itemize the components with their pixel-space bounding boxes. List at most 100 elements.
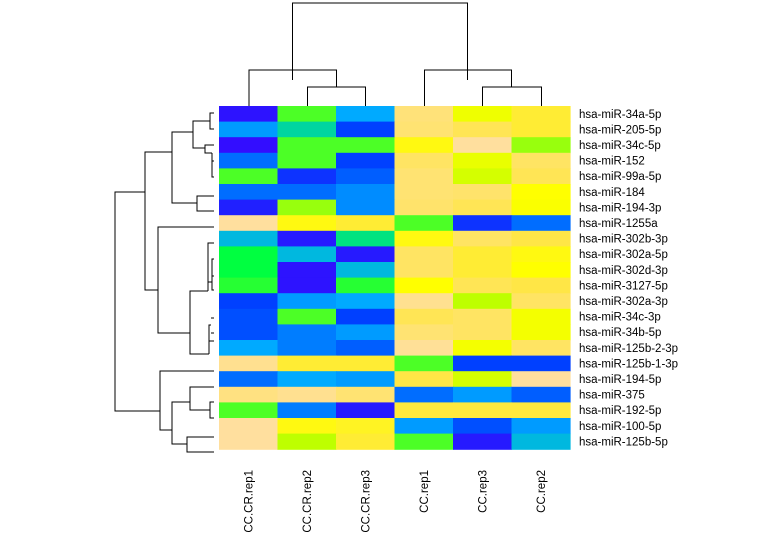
heatmap-cell bbox=[336, 386, 396, 403]
heatmap-cell bbox=[219, 340, 279, 357]
heatmap-cell bbox=[511, 168, 571, 185]
heatmap-cell bbox=[277, 199, 337, 216]
row-dendro-lower-c bbox=[209, 401, 214, 419]
heatmap-cell bbox=[336, 137, 396, 154]
row-dendro-cluster-2 bbox=[196, 195, 214, 212]
heatmap-cell bbox=[394, 246, 454, 263]
heatmap-cell bbox=[336, 215, 396, 232]
heatmap-cell bbox=[277, 184, 337, 201]
heatmap-cell bbox=[453, 106, 513, 123]
row-dendro-main bbox=[114, 191, 145, 275]
heatmap-cell bbox=[219, 215, 279, 232]
heatmap-cell bbox=[277, 106, 337, 123]
row-dendro-302a bbox=[207, 242, 214, 291]
heatmap-cell bbox=[453, 137, 513, 154]
heatmap-cell bbox=[219, 137, 279, 154]
heatmap-cell bbox=[511, 371, 571, 388]
heatmap-cell bbox=[219, 199, 279, 216]
heatmap-cell bbox=[511, 418, 571, 435]
heatmap-cell bbox=[277, 308, 337, 325]
row-label: hsa-miR-1255a bbox=[579, 218, 658, 230]
col-dendro-root bbox=[292, 2, 468, 80]
heatmap-cell bbox=[336, 355, 396, 372]
heatmap-cell bbox=[511, 230, 571, 247]
heatmap-cell bbox=[394, 386, 454, 403]
column-dendrogram bbox=[248, 2, 542, 106]
row-label: hsa-miR-302a-5p bbox=[579, 249, 668, 261]
heatmap-cell bbox=[394, 230, 454, 247]
row-dendro-lower-d bbox=[186, 436, 214, 453]
row-label: hsa-miR-375 bbox=[579, 390, 645, 402]
heatmap-cell bbox=[394, 168, 454, 185]
row-dendro-lower-a bbox=[171, 401, 190, 445]
column-label: CC.CR.rep3 bbox=[360, 470, 372, 533]
heatmap-cell bbox=[219, 308, 279, 325]
heatmap-cell bbox=[277, 121, 337, 138]
heatmap-cell bbox=[511, 386, 571, 403]
heatmap-cell bbox=[277, 277, 337, 294]
row-labels: hsa-miR-34a-5p hsa-miR-205-5p hsa-miR-34c-… bbox=[579, 109, 678, 449]
heatmap-cell bbox=[453, 184, 513, 201]
heatmap-cell bbox=[219, 262, 279, 279]
column-label: CC.rep1 bbox=[419, 470, 431, 513]
heatmap-cell bbox=[453, 355, 513, 372]
row-label: hsa-miR-125b-1-3p bbox=[579, 358, 678, 370]
row-dendro-lower bbox=[159, 370, 214, 431]
row-dendro-cluster-1c bbox=[211, 153, 214, 178]
row-label: hsa-miR-3127-5p bbox=[579, 280, 668, 292]
heatmap-cell bbox=[394, 152, 454, 169]
col-dendro-right-inner bbox=[482, 86, 542, 106]
row-dendro-cluster-1 bbox=[192, 120, 210, 149]
heatmap-cell bbox=[394, 277, 454, 294]
heatmap-cell bbox=[511, 277, 571, 294]
heatmap-cell bbox=[336, 184, 396, 201]
heatmap-cell bbox=[277, 168, 337, 185]
heatmap-cell bbox=[277, 433, 337, 450]
row-label: hsa-miR-194-5p bbox=[579, 374, 661, 386]
heatmap-cell bbox=[219, 371, 279, 388]
row-dendrogram bbox=[114, 112, 214, 453]
column-label: CC.rep3 bbox=[477, 470, 489, 513]
heatmap-cell bbox=[453, 199, 513, 216]
heatmap-cell bbox=[453, 293, 513, 310]
heatmap-cell bbox=[219, 152, 279, 169]
heatmap-cell bbox=[453, 324, 513, 341]
row-label: hsa-miR-302d-3p bbox=[579, 265, 668, 277]
heatmap-cell bbox=[219, 355, 279, 372]
heatmap-cell bbox=[453, 433, 513, 450]
heatmap-cell bbox=[394, 215, 454, 232]
row-dendro-34 bbox=[208, 317, 214, 354]
heatmap-cell bbox=[511, 308, 571, 325]
heatmap-cell bbox=[453, 371, 513, 388]
heatmap-cell bbox=[219, 277, 279, 294]
row-label: hsa-miR-194-3p bbox=[579, 202, 661, 214]
heatmap-cell bbox=[453, 277, 513, 294]
heatmap-cell bbox=[511, 340, 571, 357]
heatmap-cell bbox=[511, 402, 571, 419]
heatmap-cell bbox=[453, 418, 513, 435]
heatmap-cell bbox=[277, 262, 337, 279]
heatmap-cell bbox=[511, 246, 571, 263]
heatmap-cell bbox=[453, 340, 513, 357]
row-label: hsa-miR-302b-3p bbox=[579, 234, 668, 246]
row-label: hsa-miR-184 bbox=[579, 187, 645, 199]
heatmap-cell bbox=[219, 386, 279, 403]
heatmap-cell bbox=[453, 168, 513, 185]
heatmap-cell bbox=[336, 340, 396, 357]
column-label: CC.CR.rep1 bbox=[243, 470, 255, 533]
heatmap-cell bbox=[219, 230, 279, 247]
heatmap-cell bbox=[453, 246, 513, 263]
heatmap-cell bbox=[394, 340, 454, 357]
heatmap-cell bbox=[511, 355, 571, 372]
row-label: hsa-miR-125b-5p bbox=[579, 436, 668, 448]
row-dendro-302b bbox=[211, 258, 214, 291]
heatmap-cell bbox=[336, 308, 396, 325]
heatmap-cell bbox=[219, 433, 279, 450]
heatmap-cell bbox=[453, 386, 513, 403]
heatmap-cell bbox=[277, 418, 337, 435]
heatmap-cell bbox=[336, 277, 396, 294]
row-dendro-upper bbox=[144, 151, 172, 291]
heatmap-cell bbox=[336, 106, 396, 123]
heatmap-cell bbox=[336, 402, 396, 419]
heatmap-cell bbox=[277, 324, 337, 341]
